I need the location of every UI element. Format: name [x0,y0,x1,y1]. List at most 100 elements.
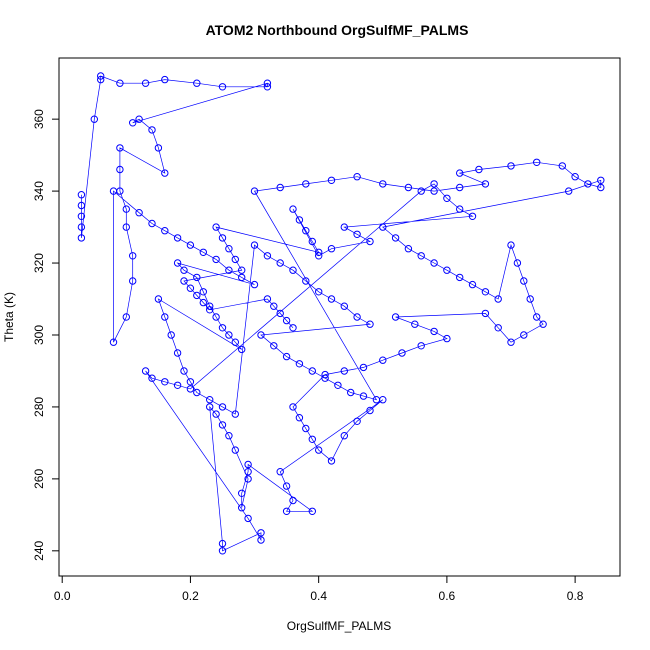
data-point [161,227,169,235]
data-point [122,313,131,321]
data-point [308,435,316,443]
data-point [244,468,252,476]
data-point [244,514,252,523]
data-point [468,280,477,289]
data-point [238,489,246,497]
data-point [77,201,86,210]
data-point [430,187,438,195]
data-point [154,295,163,303]
data-point [289,403,297,411]
data-point [225,266,233,274]
data-point [97,75,105,84]
x-axis: 0.0 0.2 0.4 0.6 0.8 [54,575,584,603]
data-point [295,216,304,224]
data-point [109,338,118,346]
data-point [398,349,406,357]
data-point [520,277,528,285]
data-point [135,209,143,217]
data-point [315,288,323,296]
data-point [456,183,464,192]
data-point [122,205,131,213]
data-point [167,331,175,339]
data-point [340,302,348,310]
data-point [597,183,605,192]
data-point [186,241,195,249]
data-point [218,539,227,548]
data-point [417,342,425,350]
y-tick-label: 240 [32,540,46,560]
data-point [533,313,541,321]
data-point [315,446,323,454]
data-point [302,277,310,285]
data-point [206,403,214,411]
data-point [193,79,201,87]
data-point [212,313,220,321]
data-point [90,115,99,123]
data-point [468,212,477,221]
data-point [366,320,374,328]
data-point [430,259,438,267]
data-point [327,457,336,465]
data-point [379,356,387,364]
data-point [206,302,214,310]
data-point [276,183,284,192]
data-point [315,252,323,260]
data-point [475,165,483,174]
data-point [507,241,515,249]
data-point [141,367,150,375]
x-tick-label: 0.8 [567,589,584,603]
data-point [238,345,246,354]
data-point [494,295,502,303]
data-point [308,507,316,515]
data-point [186,378,195,386]
data-point [347,388,355,397]
data-point [327,176,336,185]
data-point [148,219,156,228]
data-point [199,288,208,296]
data-point [404,245,413,253]
data-point [270,342,278,350]
chart-title: ATOM2 Northbound OrgSulfMF_PALMS [206,22,469,38]
data-point [250,241,259,249]
data-point [212,410,220,418]
data-point [391,313,400,321]
data-point [231,410,240,418]
data-point [161,313,169,321]
data-point [263,79,272,87]
data-point [161,378,169,386]
data-point [565,187,573,195]
data-point [282,316,291,325]
data-point [533,158,541,167]
data-point [353,173,361,181]
data-point [225,331,233,339]
data-point [417,187,425,195]
data-point [77,212,86,221]
data-point [379,396,387,404]
data-point [231,446,240,454]
data-point [321,374,329,382]
data-point [173,234,182,242]
data-point [154,144,163,152]
data-point [199,248,208,257]
data-point [116,79,124,87]
data-point [180,266,188,274]
data-point [276,468,284,476]
data-point [456,169,464,177]
data-point [218,547,227,555]
data-point [359,392,368,400]
plot-frame [58,57,621,577]
data-point [206,306,214,314]
x-tick-label: 0.6 [439,589,456,603]
data-point [481,309,490,318]
data-point [77,223,86,231]
data-point [250,187,259,195]
data-marks [77,72,605,555]
data-point [340,432,348,440]
data-point [225,245,233,253]
data-point [289,266,297,274]
data-point [148,374,156,382]
data-point [289,205,297,213]
data-point [238,273,246,282]
data-point [116,165,124,174]
data-point [308,367,316,375]
